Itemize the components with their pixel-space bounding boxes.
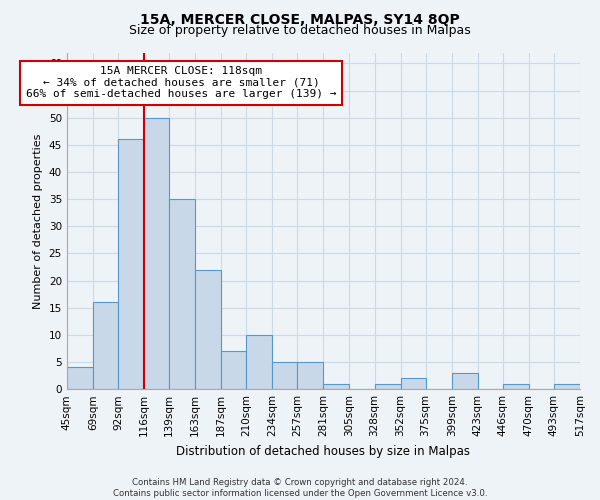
- Bar: [195, 270, 221, 389]
- Text: 15A MERCER CLOSE: 118sqm
← 34% of detached houses are smaller (71)
66% of semi-d: 15A MERCER CLOSE: 118sqm ← 34% of detach…: [26, 66, 336, 100]
- Bar: [374, 384, 401, 389]
- Bar: [169, 199, 195, 389]
- Bar: [246, 335, 272, 389]
- Bar: [67, 368, 93, 389]
- Bar: [452, 373, 478, 389]
- Text: Contains HM Land Registry data © Crown copyright and database right 2024.
Contai: Contains HM Land Registry data © Crown c…: [113, 478, 487, 498]
- Bar: [144, 118, 169, 389]
- Bar: [323, 384, 349, 389]
- X-axis label: Distribution of detached houses by size in Malpas: Distribution of detached houses by size …: [176, 444, 470, 458]
- Bar: [401, 378, 425, 389]
- Bar: [272, 362, 298, 389]
- Bar: [93, 302, 118, 389]
- Bar: [554, 384, 580, 389]
- Bar: [221, 351, 246, 389]
- Bar: [118, 140, 144, 389]
- Bar: [298, 362, 323, 389]
- Y-axis label: Number of detached properties: Number of detached properties: [33, 133, 43, 308]
- Text: 15A, MERCER CLOSE, MALPAS, SY14 8QP: 15A, MERCER CLOSE, MALPAS, SY14 8QP: [140, 12, 460, 26]
- Bar: [503, 384, 529, 389]
- Text: Size of property relative to detached houses in Malpas: Size of property relative to detached ho…: [129, 24, 471, 37]
